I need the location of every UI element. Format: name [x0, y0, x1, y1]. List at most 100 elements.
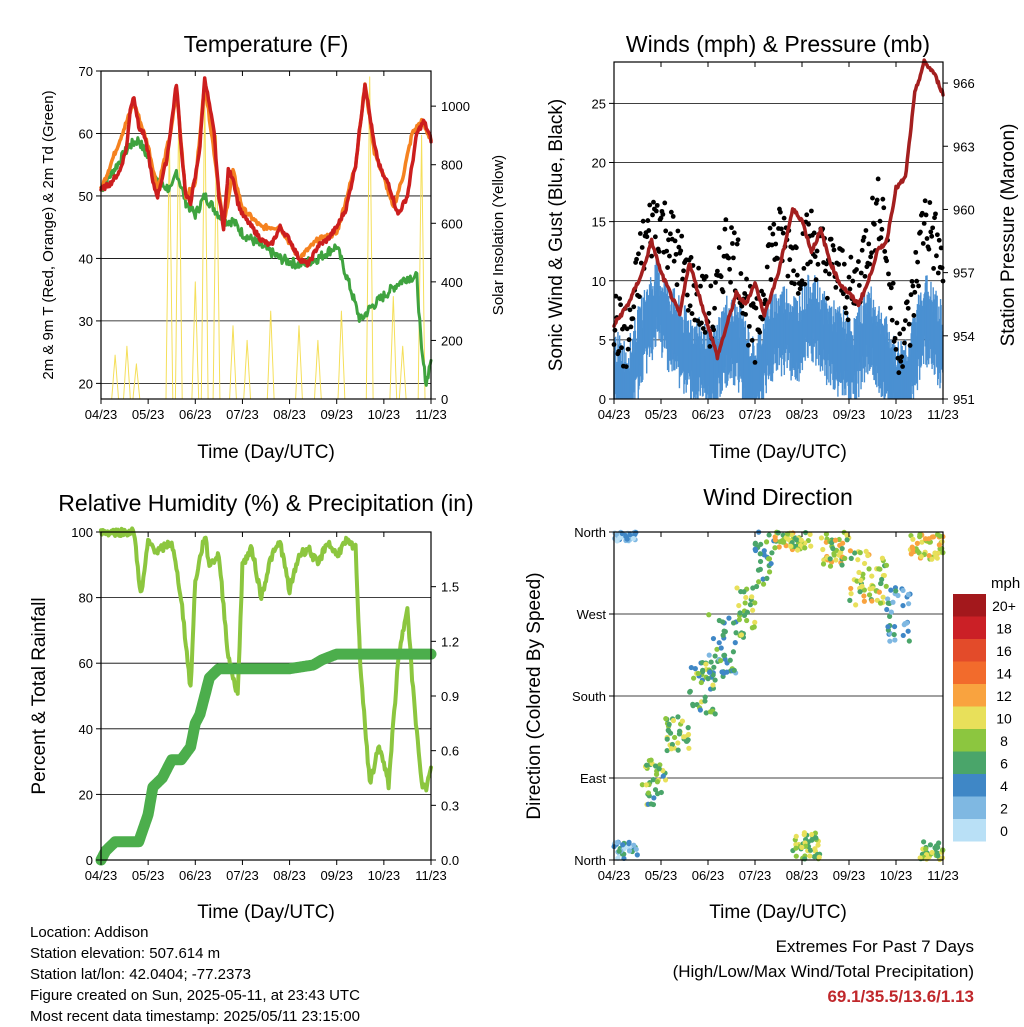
gust-point — [687, 303, 693, 309]
humidity-xtick-label: 10/23 — [368, 868, 401, 883]
humidity-xtick-label: 06/23 — [179, 868, 212, 883]
wind-direction-point — [884, 606, 890, 613]
wind-direction-point — [766, 569, 773, 575]
gust-point — [617, 296, 623, 301]
wind-direction-point — [852, 550, 858, 556]
gust-point — [781, 215, 787, 221]
temperature-ytick-label: 30 — [79, 314, 93, 329]
gust-point — [678, 248, 684, 254]
temperature-xlabel: Time (Day/UTC) — [197, 442, 335, 463]
gust-point — [908, 292, 914, 298]
wind-direction-point — [626, 848, 633, 854]
humidity-xtick-label: 09/23 — [320, 868, 353, 883]
gust-point — [746, 323, 752, 329]
gust-point — [665, 265, 670, 270]
wind-direction-point — [668, 746, 674, 752]
legend-swatch — [953, 751, 986, 774]
legend-label: 12 — [996, 688, 1012, 704]
temperature-plot-area: 04/23 05/23 06/23 07/23 08/23 09/23 10/23 11/23… — [79, 64, 470, 422]
wind-ylabel-right: Station Pressure (Maroon) — [998, 124, 1019, 347]
wind-direction-point — [881, 572, 887, 579]
gust-point — [749, 337, 755, 343]
wind-direction-point — [750, 607, 756, 613]
wind-xtick-label: 06/23 — [692, 407, 725, 422]
wind-direction-point — [885, 624, 891, 630]
humidity-ytick-label: 80 — [79, 591, 93, 606]
temperature-ytick-right-label: 600 — [441, 216, 463, 231]
wind-direction-point — [861, 593, 867, 599]
solar-insolation-line — [191, 281, 200, 400]
gust-point — [681, 268, 686, 274]
wind-direction-point — [731, 667, 737, 673]
gust-point — [831, 247, 837, 253]
wind-direction-point — [720, 632, 726, 638]
wind-direction-point — [617, 535, 623, 541]
gust-point — [802, 281, 808, 287]
wind-direction-point — [861, 598, 867, 604]
wind-direction-point — [700, 667, 706, 673]
direction-xtick-label: 08/23 — [786, 868, 819, 883]
wind-direction-point — [936, 542, 942, 548]
wind-direction-point — [743, 594, 749, 601]
wind-direction-point — [918, 553, 924, 560]
gust-point — [791, 268, 796, 274]
wind-direction-point — [905, 628, 911, 634]
humidity-title: Relative Humidity (%) & Precipitation (i… — [58, 490, 473, 516]
gust-point — [706, 310, 712, 316]
wind-direction-point — [757, 566, 763, 572]
gust-point — [676, 244, 682, 250]
gust-point — [926, 246, 932, 252]
wind-direction-point — [648, 801, 654, 807]
wind-xtick-label: 10/23 — [880, 407, 913, 422]
temperature-xtick-label: 11/23 — [415, 407, 447, 422]
gust-point — [808, 259, 813, 265]
wind-direction-point — [892, 637, 898, 643]
gust-point — [761, 292, 766, 298]
legend-label: 4 — [1000, 778, 1008, 794]
gust-point — [826, 271, 832, 277]
gust-point — [840, 248, 845, 253]
wind-direction-point — [865, 552, 871, 559]
direction-ylabel-left: Direction (Colored By Speed) — [524, 572, 545, 819]
wind-direction-point — [847, 548, 854, 554]
legend-swatch — [953, 729, 986, 752]
temperature-xtick-label: 05/23 — [132, 407, 165, 422]
gust-point — [638, 260, 644, 266]
gust-point — [727, 266, 733, 272]
gust-point — [906, 321, 912, 327]
wind-direction-point — [769, 550, 775, 556]
gust-point — [628, 324, 634, 330]
direction-xtick-label: 10/23 — [880, 868, 913, 883]
gust-point — [720, 289, 726, 295]
gust-point — [753, 305, 759, 311]
wind-direction-point — [917, 855, 923, 861]
direction-ytick-label: East — [580, 771, 606, 786]
gust-point — [918, 229, 923, 235]
gust-point — [668, 209, 674, 215]
humidity-ytick-label: 100 — [71, 525, 93, 540]
gust-point — [879, 226, 885, 232]
gust-point — [646, 228, 652, 233]
gust-point — [924, 236, 930, 241]
gust-point — [888, 285, 894, 291]
wind-direction-point — [634, 852, 640, 858]
gust-point — [675, 228, 681, 234]
wind-direction-point — [793, 833, 799, 840]
wind-direction-point — [798, 537, 804, 543]
direction-xtick-label: 06/23 — [692, 868, 725, 883]
gust-point — [673, 251, 679, 257]
wind-ytick-right-label: 963 — [953, 139, 975, 154]
gust-point — [787, 257, 793, 263]
gust-point — [854, 267, 859, 272]
wind-direction-point — [736, 617, 742, 623]
gust-point — [624, 326, 630, 332]
direction-plot-area: 04/23 05/23 06/23 07/23 08/23 09/23 10/23 11/23… — [572, 525, 959, 883]
wind-plot-area: 04/23 05/23 06/23 07/23 08/23 09/23 10/23 11/23… — [592, 58, 975, 422]
wind-direction-point — [848, 555, 854, 561]
wind-direction-point — [733, 630, 739, 636]
gust-point — [921, 221, 927, 226]
gust-point — [688, 255, 694, 260]
wind-direction-point — [869, 573, 875, 579]
wind-direction-point — [758, 541, 764, 547]
gust-point — [715, 268, 720, 274]
